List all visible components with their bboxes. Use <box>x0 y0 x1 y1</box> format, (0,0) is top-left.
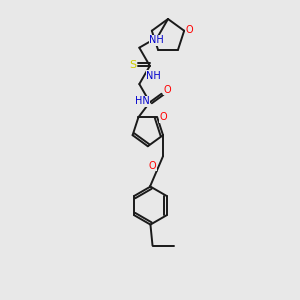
Text: O: O <box>185 25 193 35</box>
Text: HN: HN <box>135 96 150 106</box>
Text: O: O <box>164 85 171 95</box>
Text: O: O <box>159 112 167 122</box>
Text: O: O <box>149 161 157 171</box>
Text: NH: NH <box>149 35 164 45</box>
Text: S: S <box>129 60 137 70</box>
Text: NH: NH <box>146 71 161 81</box>
